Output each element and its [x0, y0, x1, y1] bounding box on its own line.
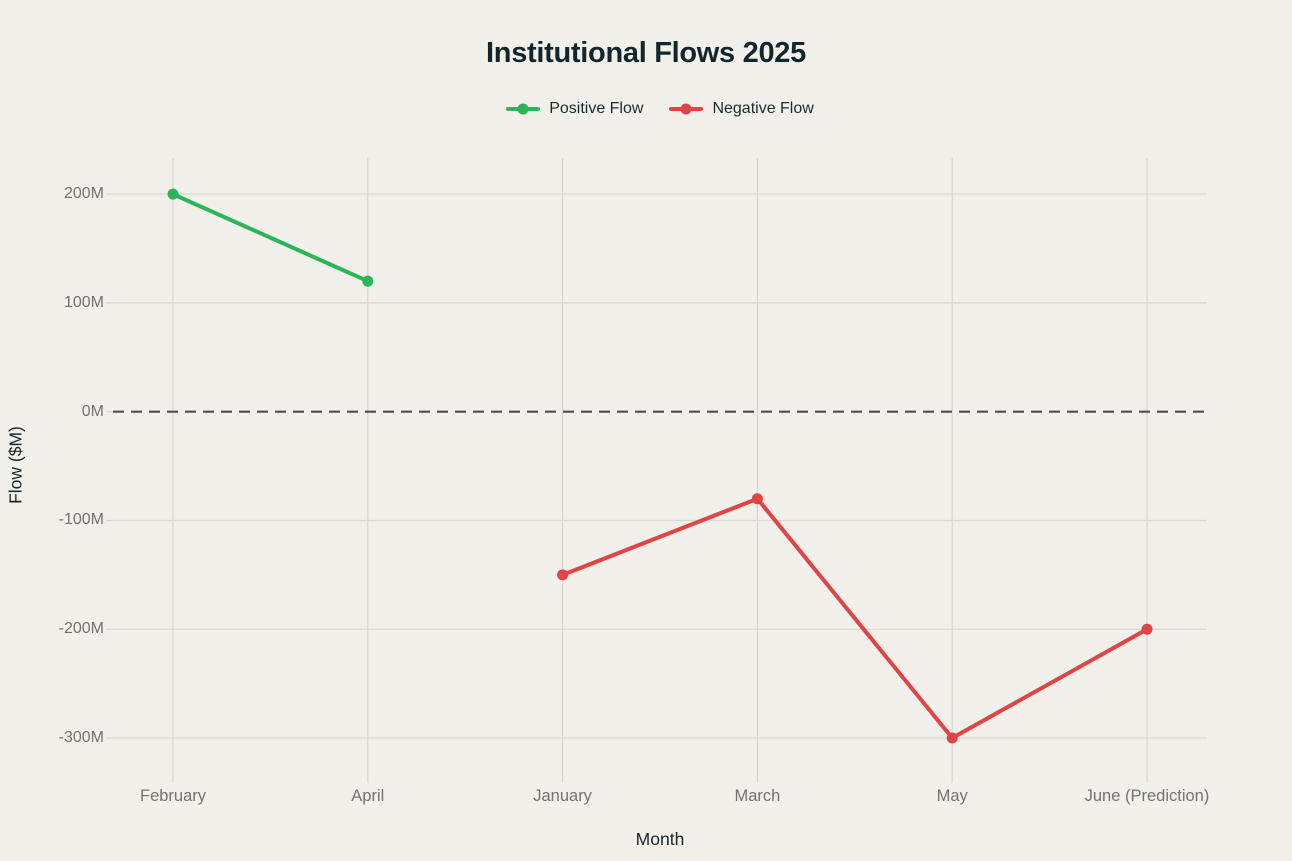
data-point-positive-flow-february[interactable]: [167, 188, 179, 200]
y-tick-label-200M: 200M: [63, 185, 104, 203]
x-axis-title: Month: [635, 829, 685, 849]
legend-item-positive-flow[interactable]: Positive Flow: [506, 100, 643, 118]
y-tick-label-100M: 100M: [63, 293, 104, 311]
legend-item-negative-flow[interactable]: Negative Flow: [669, 100, 814, 118]
x-tick-label-january: January: [533, 787, 592, 805]
legend: Positive Flow Negative Flow: [113, 100, 1207, 118]
negative-flow-dot-icon: [680, 103, 692, 115]
y-tick-label--300M: -300M: [58, 729, 104, 747]
plot-svg: [106, 158, 1207, 783]
data-point-negative-flow-may[interactable]: [946, 732, 958, 744]
y-tick-label-0M: 0M: [81, 402, 104, 420]
positive-flow-dot-icon: [517, 103, 529, 115]
y-axis-title: Flow ($M): [5, 426, 26, 504]
x-tick-label-march: March: [734, 787, 781, 805]
legend-label-positive-flow: Positive Flow: [549, 100, 644, 117]
chart-title: Institutional Flows 2025: [486, 37, 806, 69]
x-tick-label-may: May: [936, 787, 968, 805]
data-point-negative-flow-january[interactable]: [557, 569, 569, 581]
data-point-positive-flow-april[interactable]: [362, 275, 374, 287]
data-point-negative-flow-june-prediction[interactable]: [1141, 623, 1153, 635]
x-tick-label-february: February: [139, 787, 207, 805]
y-tick-label--200M: -200M: [58, 620, 104, 638]
legend-label-negative-flow: Negative Flow: [712, 100, 814, 117]
y-tick-label--100M: -100M: [58, 511, 104, 529]
negative-flow-line-marker-icon: [669, 103, 704, 115]
x-tick-label-june-prediction: June (Prediction): [1084, 787, 1210, 805]
series-line-negative-flow: [560, 496, 1149, 741]
data-point-negative-flow-march[interactable]: [751, 493, 763, 505]
positive-flow-line-marker-icon: [506, 103, 541, 115]
x-tick-label-april: April: [351, 787, 385, 805]
series-line-positive-flow: [171, 192, 370, 284]
